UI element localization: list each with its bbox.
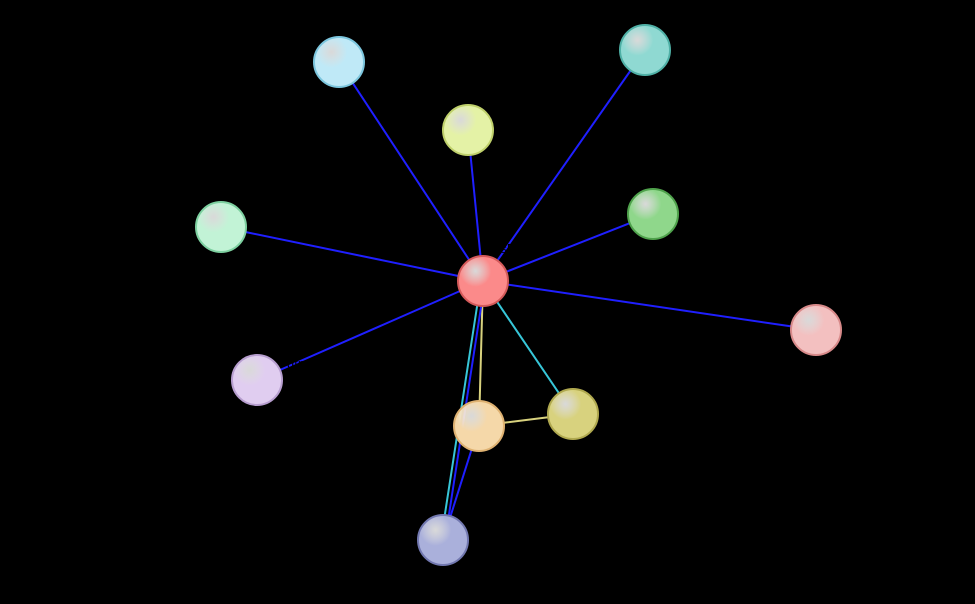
node-label: dtpA_3 bbox=[675, 20, 716, 35]
node-label: yhiP bbox=[679, 192, 704, 207]
node-label: dtpB_1 bbox=[251, 199, 292, 214]
node-label: yveA_1 bbox=[493, 386, 536, 401]
node-potE_2[interactable] bbox=[418, 515, 468, 565]
node-dtpA_2[interactable] bbox=[314, 37, 364, 87]
node-label: dtpA_1 bbox=[287, 356, 328, 371]
node-yhiP[interactable] bbox=[628, 189, 678, 239]
node-lysP[interactable] bbox=[458, 256, 508, 306]
node-yveA_1[interactable] bbox=[454, 401, 504, 451]
node-dtpA_3[interactable] bbox=[620, 25, 670, 75]
node-dtpA_4[interactable] bbox=[443, 105, 493, 155]
node-label: dtpA_4 bbox=[456, 88, 497, 103]
node-label: steT bbox=[599, 392, 624, 407]
node-label: dtpA_2 bbox=[369, 32, 410, 47]
node-label: lysP bbox=[491, 241, 516, 256]
node-Lmor_0104[interactable] bbox=[791, 305, 841, 355]
node-label: Lmor_0104 bbox=[844, 314, 910, 329]
node-dtpA_1[interactable] bbox=[232, 355, 282, 405]
network-graph: lysP dtpA_2 dtpA_4 dtpA_3 yhiP Lmor_0104 steT y… bbox=[0, 0, 975, 604]
node-steT[interactable] bbox=[548, 389, 598, 439]
node-dtpB_1[interactable] bbox=[196, 202, 246, 252]
node-label: potE_2 bbox=[455, 500, 496, 515]
